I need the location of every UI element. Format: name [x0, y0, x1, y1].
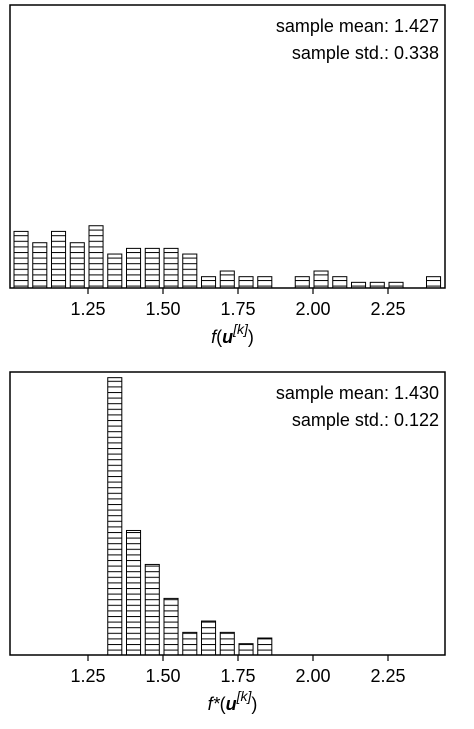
annotation: sample mean: 1.430: [276, 383, 439, 403]
bar: [144, 247, 160, 289]
x-axis-label-part: ): [251, 694, 257, 714]
annotation: sample mean: 1.427: [276, 16, 439, 36]
annotation: sample std.: 0.338: [292, 43, 439, 63]
bar: [126, 247, 142, 289]
x-axis-label: f(u[k]): [211, 321, 254, 347]
bar: [219, 631, 235, 656]
annotation: sample std.: 0.122: [292, 410, 439, 430]
bar: [182, 253, 198, 289]
bar: [182, 631, 198, 656]
bar: [369, 281, 385, 289]
x-tick-label: 1.75: [220, 299, 255, 319]
x-tick-label: 1.25: [70, 666, 105, 686]
bar: [51, 230, 67, 289]
x-axis-label-part: (: [216, 327, 222, 347]
bar: [201, 276, 217, 289]
x-axis-label: f*(u[k]): [208, 688, 258, 714]
x-tick-label: 1.50: [145, 666, 180, 686]
x-tick-label: 2.25: [370, 299, 405, 319]
bar: [107, 377, 123, 656]
bar: [201, 620, 217, 656]
bar: [238, 643, 254, 656]
bar: [13, 230, 29, 289]
x-tick-label: 1.50: [145, 299, 180, 319]
plot-frame: [9, 4, 446, 289]
bar: [257, 276, 273, 289]
x-axis-label-part: u: [226, 694, 237, 714]
x-axis-label-part: f: [211, 327, 218, 347]
bar: [69, 242, 85, 289]
x-axis-label-part: [k]: [236, 688, 253, 704]
x-axis-label-part: f*: [208, 694, 221, 714]
bar: [219, 270, 235, 289]
x-axis-label-part: ): [248, 327, 254, 347]
bar: [313, 270, 329, 289]
x-tick-label: 2.00: [295, 666, 330, 686]
x-tick-label: 2.25: [370, 666, 405, 686]
bar: [163, 597, 179, 656]
bar: [32, 242, 48, 289]
bar: [388, 281, 404, 289]
bar: [294, 276, 310, 289]
bar: [426, 276, 442, 289]
bar: [332, 276, 348, 289]
x-axis-label-part: [k]: [232, 321, 249, 337]
bar: [88, 225, 104, 289]
plot-frame: [9, 371, 446, 656]
bar: [144, 563, 160, 656]
x-axis-label-part: (: [220, 694, 226, 714]
bar: [351, 281, 367, 289]
bar: [163, 247, 179, 289]
bar: [107, 253, 123, 289]
x-axis-label-part: u: [222, 327, 233, 347]
bar: [126, 529, 142, 656]
x-tick-label: 2.00: [295, 299, 330, 319]
x-tick-label: 1.25: [70, 299, 105, 319]
bar: [238, 276, 254, 289]
bar: [257, 637, 273, 656]
x-tick-label: 1.75: [220, 666, 255, 686]
